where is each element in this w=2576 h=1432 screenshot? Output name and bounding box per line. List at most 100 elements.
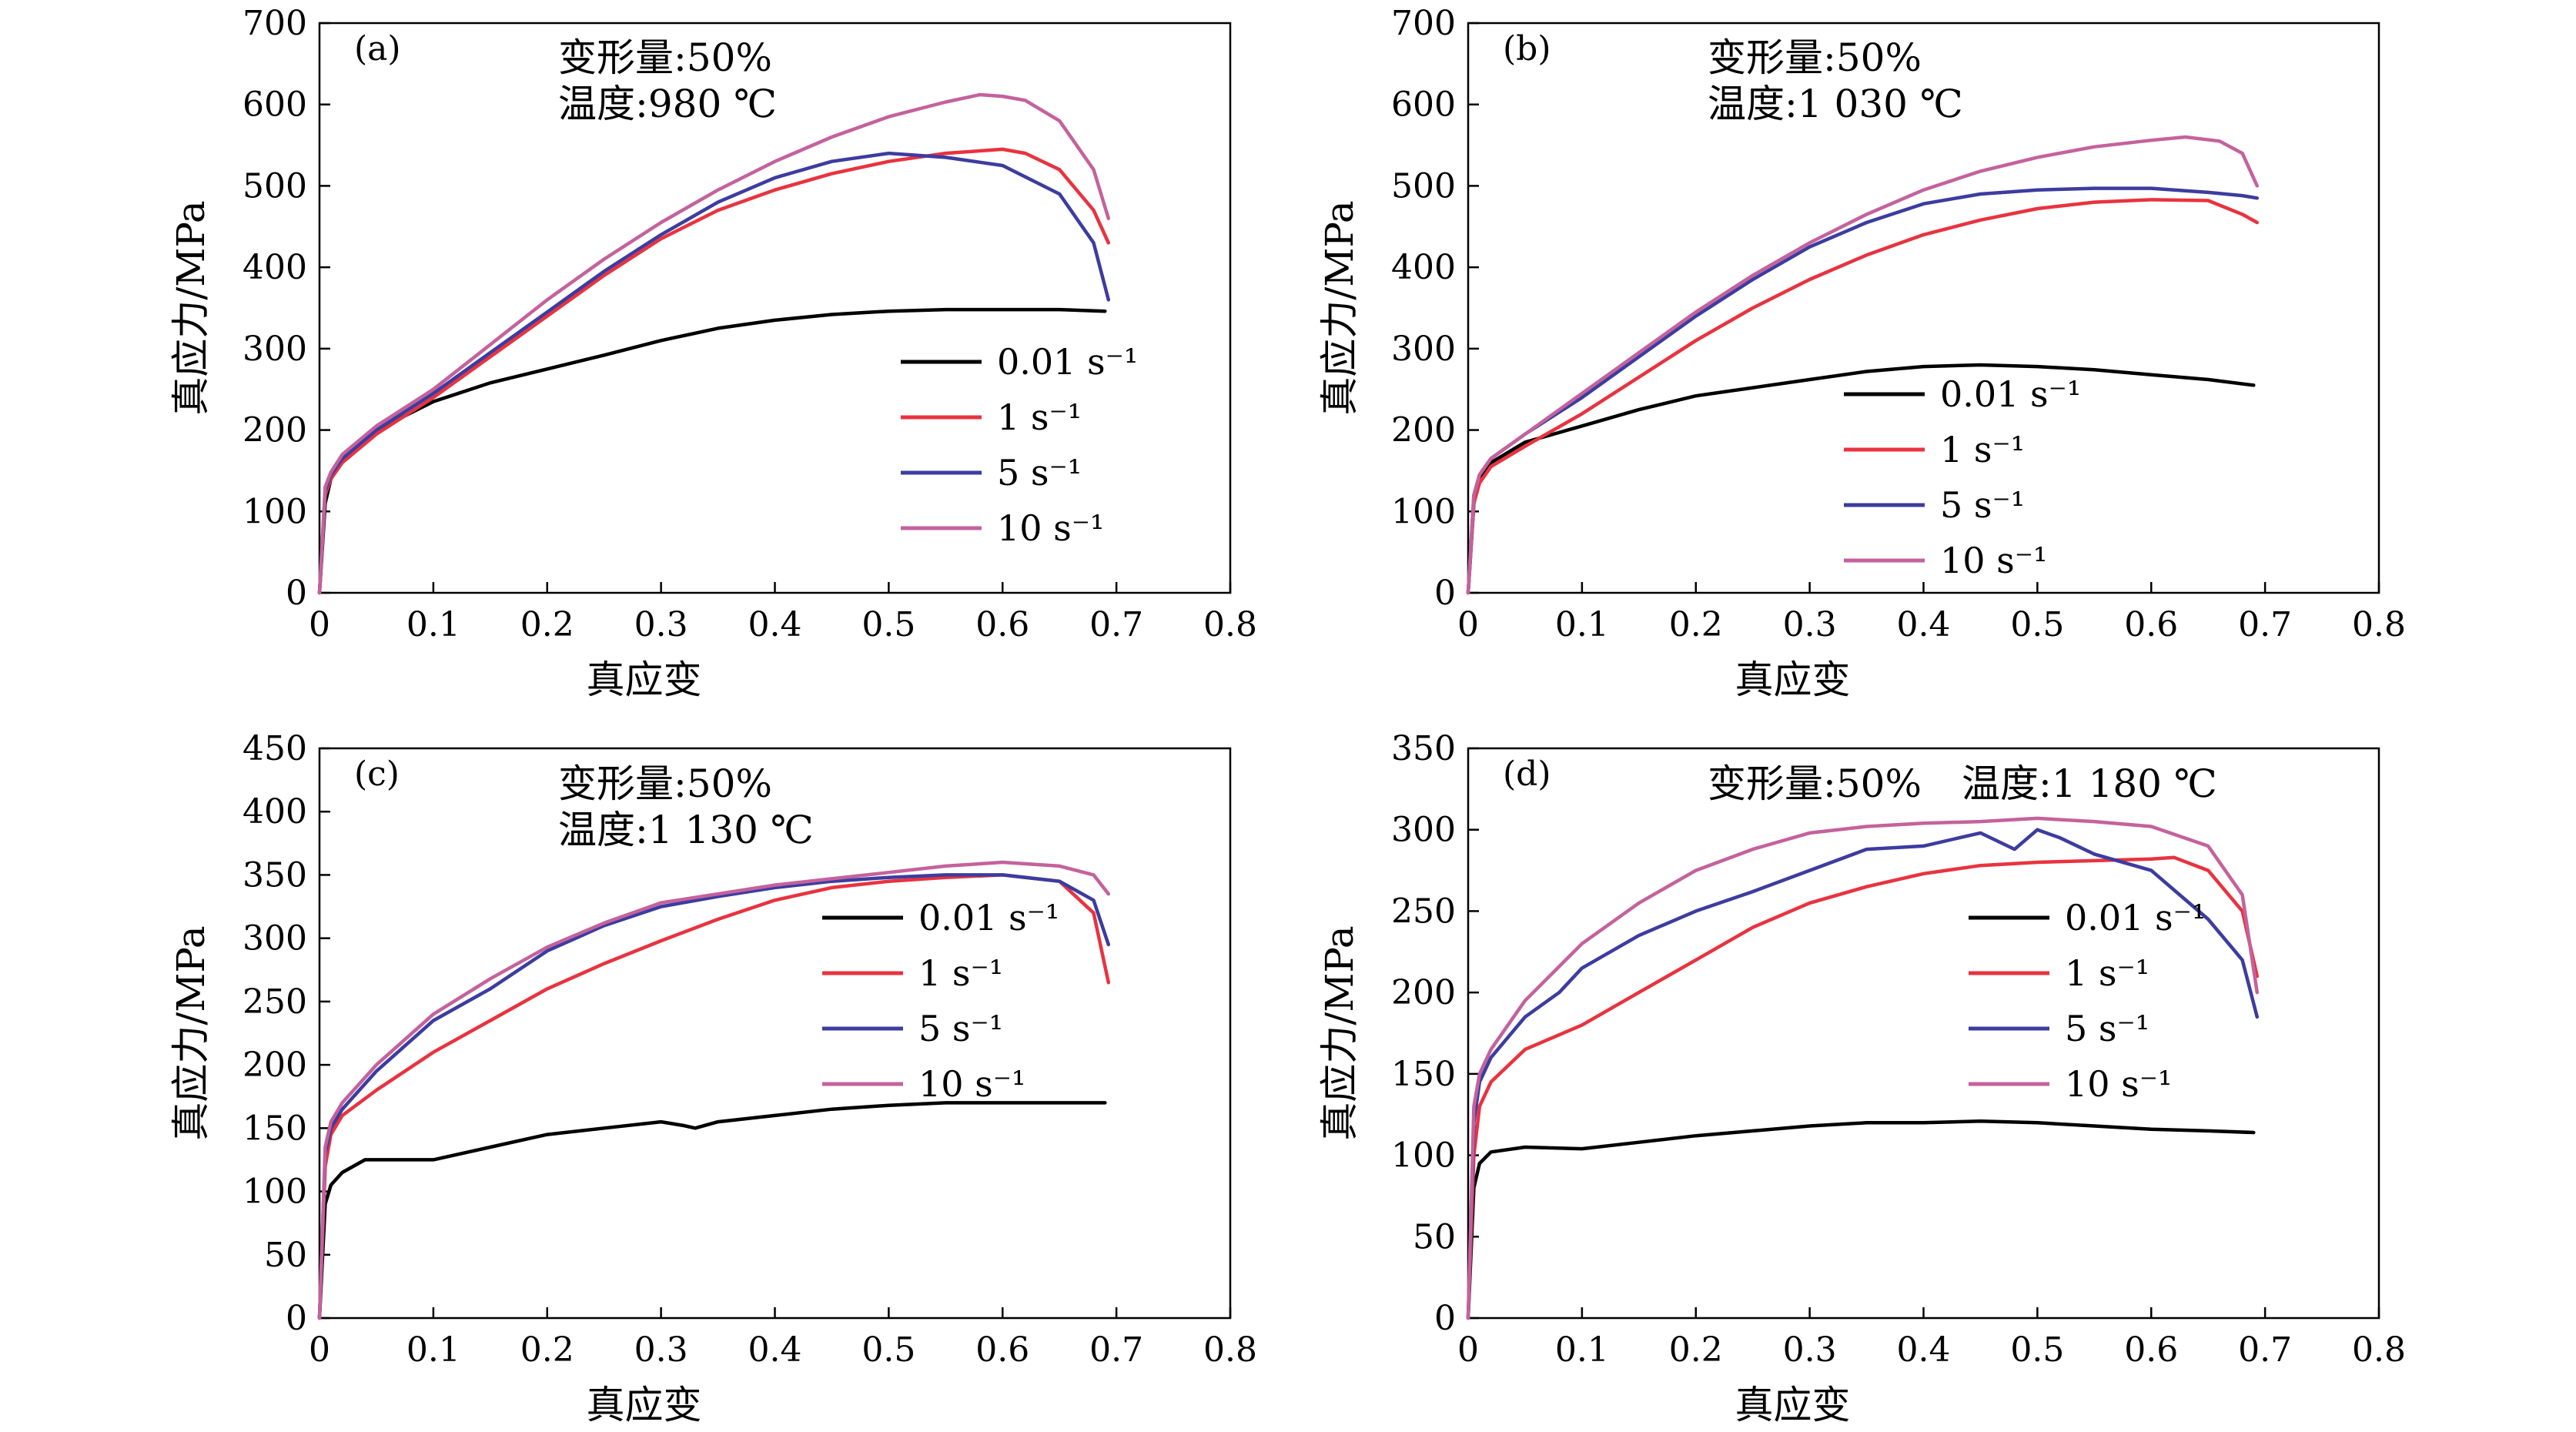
series-line-1 [1466,1119,2256,1320]
legend-entry: 0.01 s⁻¹ [997,341,1138,383]
y-tick-label: 0 [1434,1299,1456,1338]
y-tick-label: 400 [243,792,307,831]
x-tick-label: 0.2 [1669,605,1723,644]
x-axis-label: 真应变 [1735,1383,1851,1427]
x-axis-label: 真应变 [587,1383,702,1427]
y-tick-label: 300 [1391,811,1456,850]
legend-entry: 5 s⁻¹ [2065,1008,2149,1049]
y-tick-label: 200 [243,1046,307,1085]
legend-entry: 5 s⁻¹ [997,452,1082,494]
series-line-4 [317,860,1111,1320]
legend-entry: 0.01 s⁻¹ [918,897,1059,938]
x-tick-label: 0.8 [1203,1330,1257,1370]
y-tick-label: 100 [243,1173,307,1212]
x-tick-label: 0.1 [406,1330,460,1370]
y-tick-label: 400 [1391,248,1456,287]
y-tick-label: 600 [243,85,307,125]
legend-entry: 1 s⁻¹ [997,396,1082,438]
x-tick-label: 0.7 [2238,605,2292,644]
panel-label: (d) [1503,754,1551,794]
y-tick-label: 50 [1413,1217,1456,1256]
x-tick-label: 0 [309,1330,330,1370]
x-tick-label: 0.6 [975,605,1029,644]
legend-entry: 10 s⁻¹ [997,507,1104,549]
y-tick-label: 0 [286,1299,307,1338]
series-line-1 [317,1101,1107,1320]
x-tick-label: 0.8 [2352,605,2406,644]
x-tick-label: 0.2 [520,605,574,644]
x-tick-label: 0.3 [1783,605,1837,644]
y-tick-label: 250 [1391,892,1456,931]
x-tick-label: 0.4 [1897,605,1951,644]
x-tick-label: 0.2 [520,1330,574,1370]
legend-entry: 1 s⁻¹ [2065,952,2149,994]
x-tick-label: 0.6 [975,1330,1029,1370]
x-tick-label: 0.5 [2010,605,2064,644]
y-tick-label: 100 [1391,492,1456,531]
x-tick-label: 0.4 [748,605,802,644]
panel-label: (b) [1503,29,1551,69]
y-tick-label: 350 [1391,729,1456,768]
x-tick-label: 0.6 [2124,605,2178,644]
y-tick-label: 700 [243,4,307,43]
y-axis-label: 真应力/MPa [169,925,213,1140]
y-tick-label: 350 [243,855,307,895]
legend-entry: 1 s⁻¹ [1940,429,2025,470]
annotation-temperature: 温度:980 ℃ [558,82,777,126]
series-line-4 [1466,816,2260,1320]
legend-entry: 5 s⁻¹ [918,1008,1003,1049]
x-tick-label: 0.1 [406,605,460,644]
chart-panel-2: 0 0.1 0.2 0.3 0.4 0.5 0.6 0.7 0.8 0 100 200 300 400 50… [1317,4,2406,702]
series-line-4 [317,92,1111,595]
series-line-3 [317,151,1111,595]
y-tick-label: 200 [1391,411,1456,450]
x-tick-label: 0 [1457,605,1479,644]
x-tick-label: 0 [309,605,330,644]
series-line-3 [317,873,1111,1320]
y-axis-label: 真应力/MPa [1317,925,1362,1140]
y-tick-label: 100 [243,492,307,531]
y-tick-label: 600 [1391,85,1456,125]
x-tick-label: 0.1 [1555,1330,1609,1370]
y-tick-label: 0 [286,574,307,613]
legend-entry: 0.01 s⁻¹ [1940,373,2081,415]
y-tick-label: 450 [243,729,307,768]
x-tick-label: 0.8 [2352,1330,2406,1370]
x-tick-label: 0.1 [1555,605,1609,644]
series-line-2 [1466,198,2260,595]
chart-panel-1: 0 0.1 0.2 0.3 0.4 0.5 0.6 0.7 0.8 0 100 200 300 400 50… [169,4,1257,702]
x-tick-label: 0.7 [1089,1330,1143,1370]
series-line-2 [317,147,1111,595]
legend-entry: 0.01 s⁻¹ [2065,897,2206,938]
legend-entry: 5 s⁻¹ [1940,484,2025,526]
x-tick-label: 0.5 [861,605,915,644]
x-tick-label: 0.5 [861,1330,915,1370]
x-tick-label: 0.5 [2010,1330,2064,1370]
x-axis-label: 真应变 [1735,657,1851,702]
x-tick-label: 0.4 [1897,1330,1951,1370]
legend-entry: 10 s⁻¹ [2065,1063,2172,1105]
series-line-1 [1466,363,2256,595]
annotation-deformation: 变形量:50% [1708,761,1922,806]
x-tick-label: 0.3 [1783,1330,1837,1370]
legend-entry: 10 s⁻¹ [918,1063,1025,1105]
x-axis-label: 真应变 [587,657,702,702]
y-tick-label: 50 [264,1236,307,1275]
series-line-3 [1466,828,2260,1320]
y-tick-label: 300 [243,919,307,959]
y-tick-label: 700 [1391,4,1456,43]
x-tick-label: 0 [1457,1330,1479,1370]
x-tick-label: 0.3 [634,605,688,644]
annotation-deformation: 变形量:50% [558,761,772,806]
annotation-deformation: 变形量:50% [1708,35,1922,80]
series-line-4 [1466,135,2260,595]
legend-entry: 1 s⁻¹ [918,952,1003,994]
y-axis-label: 真应力/MPa [169,200,213,415]
y-tick-label: 150 [243,1109,307,1148]
y-tick-label: 0 [1434,574,1456,613]
x-tick-label: 0.7 [1089,605,1143,644]
y-tick-label: 300 [243,330,307,369]
x-tick-label: 0.6 [2124,1330,2178,1370]
